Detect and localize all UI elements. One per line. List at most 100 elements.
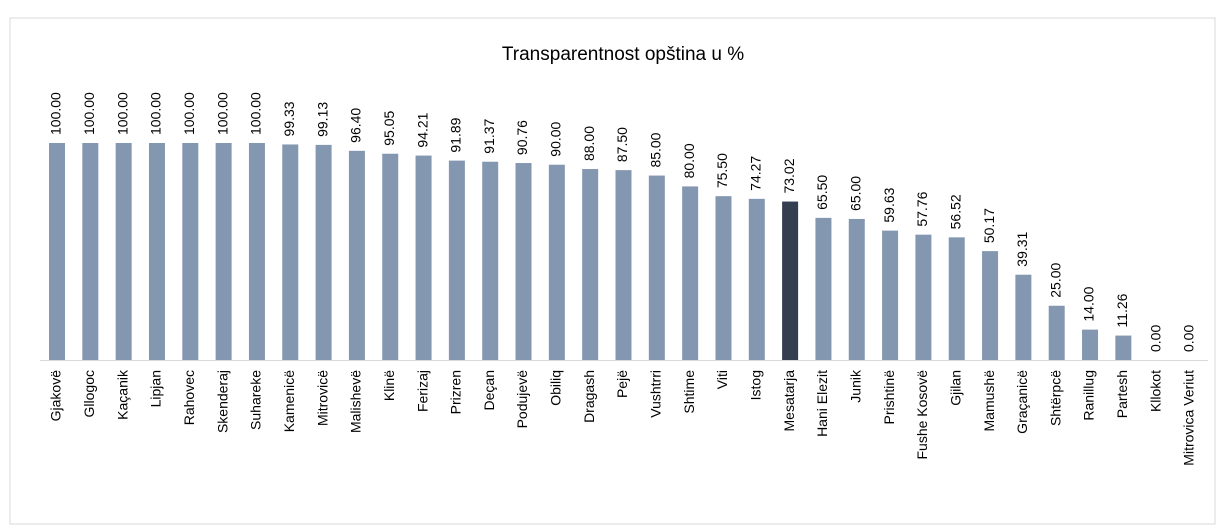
value-label: 56.52 [947,194,963,229]
chart-frame [9,17,1216,525]
x-tick-label: Junik [847,369,863,403]
x-tick-label: Gjakovë [48,370,64,422]
bar [915,234,932,360]
x-tick-label: Pejë [614,370,630,398]
x-tick-label: Podujevë [514,370,530,429]
value-label: 80.00 [681,143,697,178]
value-label: 99.13 [314,102,330,137]
bar [348,150,365,360]
value-label: 99.33 [281,101,297,136]
x-tick-label: Partesh [1114,370,1130,418]
bar [648,175,665,360]
bar [182,143,199,360]
value-label: 91.89 [448,117,464,152]
value-label: 57.76 [914,191,930,226]
x-tick-label: Shtime [681,370,697,414]
x-tick-label: Skenderaj [214,370,230,433]
bar [548,164,565,360]
value-label: 85.00 [648,132,664,167]
x-tick-label: Viti [714,370,730,389]
value-label: 74.27 [747,156,763,191]
x-tick-label: Prizren [448,370,464,414]
bar [1048,305,1065,360]
bar [715,196,732,360]
bar [1115,335,1132,360]
value-label: 96.40 [348,108,364,143]
x-tick-label: Mamushë [981,370,997,432]
x-tick-label: Dragash [581,370,597,423]
value-label: 39.31 [1014,231,1030,266]
x-tick-label: Kllokot [1147,370,1163,412]
value-label: 14.00 [1081,286,1097,321]
bar [215,143,232,360]
bar [848,218,865,360]
x-tick-label: Mitrovicë [314,370,330,426]
bar [248,143,265,360]
value-label: 87.50 [614,127,630,162]
x-tick-label: Graçanicë [1014,370,1030,434]
bar [882,230,899,360]
x-tick-label: Lipjan [148,370,164,407]
value-label: 100.00 [181,92,197,135]
bar [948,237,965,360]
x-tick-label: Vushtrri [648,370,664,418]
value-label: 88.00 [581,126,597,161]
x-tick-label: Ranillug [1081,370,1097,421]
value-label: 65.00 [847,176,863,211]
value-label: 75.50 [714,153,730,188]
value-label: 65.50 [814,175,830,210]
x-tick-label: Suhareke [248,370,264,430]
bar [748,198,765,360]
bar [582,169,599,360]
x-tick-label: Klinë [381,370,397,401]
value-label: 50.17 [981,208,997,243]
bar [415,155,432,360]
bar [782,201,799,360]
bar [815,217,832,360]
x-tick-label: Kamenicë [281,370,297,432]
bar [1015,274,1032,360]
bar [448,160,465,360]
x-tick-label: Hani Elezit [814,370,830,437]
value-label: 91.37 [481,118,497,153]
x-tick-label: Obiliq [548,370,564,406]
bar [148,143,165,360]
x-tick-label: Fushe Kosovë [914,370,930,460]
value-label: 11.26 [1114,293,1130,327]
bar [315,144,332,360]
x-tick-label: Malishevë [348,370,364,433]
value-label: 0.00 [1147,325,1163,352]
x-tick-label: Gjilan [947,370,963,406]
x-tick-label: Prishtinë [881,370,897,425]
value-label: 0.00 [1181,325,1197,352]
value-label: 100.00 [148,92,164,135]
value-label: 100.00 [114,92,130,135]
value-label: 100.00 [248,92,264,135]
chart-title: Transparentnost opština u % [502,44,744,65]
bar [982,251,999,360]
value-label: 94.21 [414,112,430,147]
value-label: 95.05 [381,110,397,145]
value-label: 59.63 [881,187,897,222]
x-tick-label: Deçan [481,370,497,410]
bar [615,170,632,360]
value-label: 25.00 [1047,263,1063,298]
bar [515,163,532,360]
value-label: 90.76 [514,120,530,155]
x-tick-label: Gllogoc [81,370,97,417]
bar [1082,329,1099,360]
bar [49,143,65,360]
bar [82,143,99,360]
x-tick-label: Kaçanik [114,369,130,420]
bar [382,153,399,360]
value-label: 100.00 [48,92,64,135]
value-label: 100.00 [81,92,97,135]
x-tick-label: Rahovec [181,370,197,425]
x-tick-label: Ferizaj [414,370,430,412]
x-tick-label: Istog [747,370,763,400]
bar [282,144,299,360]
bar [482,161,499,360]
x-tick-label: Mitrovica Veriut [1181,370,1197,466]
